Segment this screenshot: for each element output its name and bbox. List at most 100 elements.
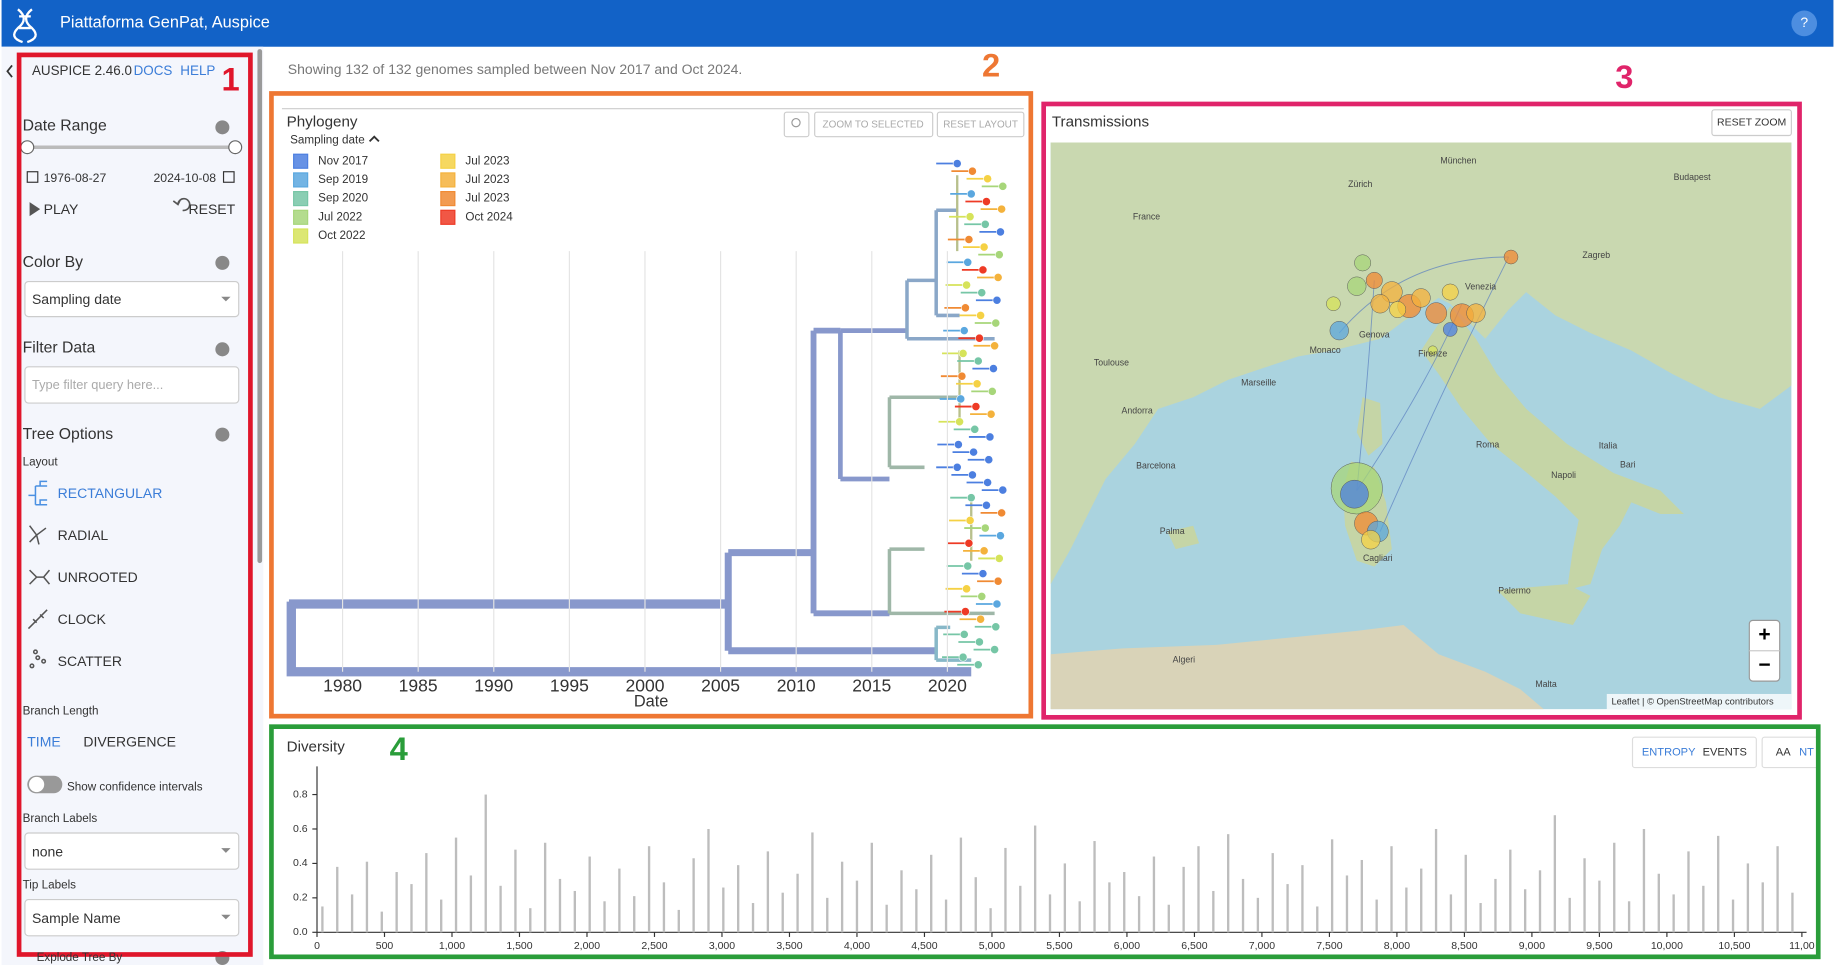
entropy-bar[interactable]	[1033, 825, 1037, 933]
entropy-bar[interactable]	[484, 794, 487, 933]
toggle-option[interactable]: ENTROPY	[1642, 746, 1696, 758]
entropy-bar[interactable]	[440, 899, 443, 933]
location-bubble[interactable]	[1427, 345, 1438, 356]
tip[interactable]	[982, 197, 991, 206]
tip[interactable]	[992, 599, 1002, 609]
tip[interactable]	[975, 637, 984, 647]
reset-button[interactable]: RESET	[188, 201, 235, 217]
tip[interactable]	[979, 546, 989, 556]
entropy-bar[interactable]	[1642, 828, 1646, 933]
entropy-bar[interactable]	[1627, 901, 1631, 933]
location-bubble[interactable]	[1425, 302, 1447, 324]
tip[interactable]	[979, 242, 989, 252]
entropy-bar[interactable]	[425, 853, 428, 933]
color-select[interactable]	[24, 280, 240, 318]
help-link[interactable]: HELP	[180, 63, 215, 78]
tip[interactable]	[965, 212, 975, 222]
entropy-bar[interactable]	[1152, 856, 1156, 933]
tip[interactable]	[990, 341, 999, 351]
entropy-bar[interactable]	[662, 882, 666, 933]
entropy-bar[interactable]	[618, 868, 621, 933]
layout-option[interactable]: CLOCK	[58, 611, 107, 627]
tip[interactable]	[976, 311, 985, 320]
entropy-bar[interactable]	[633, 896, 636, 933]
tip[interactable]	[984, 455, 994, 465]
entropy-bar[interactable]	[1538, 870, 1542, 933]
location-bubble[interactable]	[1441, 283, 1459, 301]
tip[interactable]	[996, 227, 1005, 237]
tip[interactable]	[962, 584, 971, 594]
play-button[interactable]: PLAY	[44, 201, 79, 217]
tip[interactable]	[952, 159, 962, 168]
tip[interactable]	[977, 288, 987, 298]
toggle-option[interactable]: NT	[1799, 746, 1814, 758]
tip[interactable]	[998, 485, 1008, 495]
entropy-bar[interactable]	[1063, 863, 1067, 933]
entropy-bar[interactable]	[1390, 846, 1393, 933]
tip[interactable]	[985, 432, 995, 442]
entropy-bar[interactable]	[1093, 841, 1096, 933]
entropy-bar[interactable]	[1182, 866, 1185, 933]
entropy-bar[interactable]	[974, 877, 977, 933]
entropy-bar[interactable]	[1717, 835, 1720, 933]
entropy-bar[interactable]	[1523, 889, 1527, 933]
tip[interactable]	[966, 493, 976, 503]
help-button[interactable]	[1791, 10, 1818, 37]
entropy-bar[interactable]	[1598, 880, 1601, 933]
entropy-bar[interactable]	[944, 899, 948, 933]
tip[interactable]	[973, 356, 983, 366]
tip[interactable]	[977, 592, 987, 601]
entropy-bar[interactable]	[722, 887, 725, 933]
legend-caret[interactable]	[368, 135, 380, 143]
entropy-bar[interactable]	[826, 897, 829, 933]
entropy-bar[interactable]	[454, 837, 458, 933]
entropy-bar[interactable]	[514, 849, 517, 933]
layout-option[interactable]: UNROOTED	[58, 569, 138, 585]
tip[interactable]	[966, 189, 976, 199]
entropy-bar[interactable]	[1078, 901, 1081, 933]
tip[interactable]	[957, 371, 967, 381]
entropy-bar[interactable]	[1449, 894, 1453, 933]
entropy-bar[interactable]	[1048, 894, 1052, 933]
tip[interactable]	[955, 417, 964, 427]
zoom-out[interactable]: −	[1758, 653, 1770, 676]
layout-option[interactable]: SCATTER	[58, 653, 122, 669]
entropy-bar[interactable]	[1479, 903, 1482, 933]
entropy-bar[interactable]	[781, 892, 784, 933]
entropy-bar[interactable]	[647, 846, 651, 933]
entropy-bar[interactable]	[1241, 878, 1245, 933]
location-bubble[interactable]	[1365, 271, 1383, 289]
entropy-bar[interactable]	[1405, 887, 1408, 933]
location-bubble[interactable]	[1326, 296, 1341, 311]
entropy-bar[interactable]	[900, 870, 903, 933]
entropy-bar[interactable]	[380, 911, 383, 933]
entropy-bar[interactable]	[1286, 884, 1289, 933]
entropy-bar[interactable]	[336, 866, 339, 933]
entropy-bar[interactable]	[1330, 839, 1334, 933]
entropy-bar[interactable]	[1731, 899, 1735, 933]
button-label[interactable]: RESET ZOOM	[1717, 116, 1786, 128]
entropy-bar[interactable]	[543, 842, 547, 933]
location-bubble[interactable]	[1503, 249, 1519, 265]
tip[interactable]	[989, 364, 998, 373]
entropy-bar[interactable]	[811, 832, 814, 933]
tip[interactable]	[997, 508, 1006, 518]
entropy-bar[interactable]	[915, 889, 918, 933]
tip[interactable]	[976, 614, 985, 624]
entropy-bar[interactable]	[855, 880, 859, 933]
location-bubble[interactable]	[1389, 301, 1407, 319]
docs-link[interactable]: DOCS	[134, 63, 173, 78]
entropy-bar[interactable]	[692, 858, 695, 933]
entropy-bar[interactable]	[1687, 851, 1690, 933]
entropy-bar[interactable]	[350, 894, 354, 933]
tip[interactable]	[993, 273, 1003, 282]
slider-handle[interactable]	[228, 140, 243, 155]
entropy-bar[interactable]	[1137, 896, 1141, 933]
layout-option[interactable]: RECTANGULAR	[58, 485, 163, 501]
reset-layout-button[interactable]	[936, 111, 1025, 138]
entropy-bar[interactable]	[737, 865, 740, 933]
slider-handle[interactable]	[20, 140, 35, 155]
collapse-icon[interactable]	[6, 64, 13, 78]
entropy-bar[interactable]	[1167, 904, 1170, 933]
tip[interactable]	[991, 318, 1001, 328]
